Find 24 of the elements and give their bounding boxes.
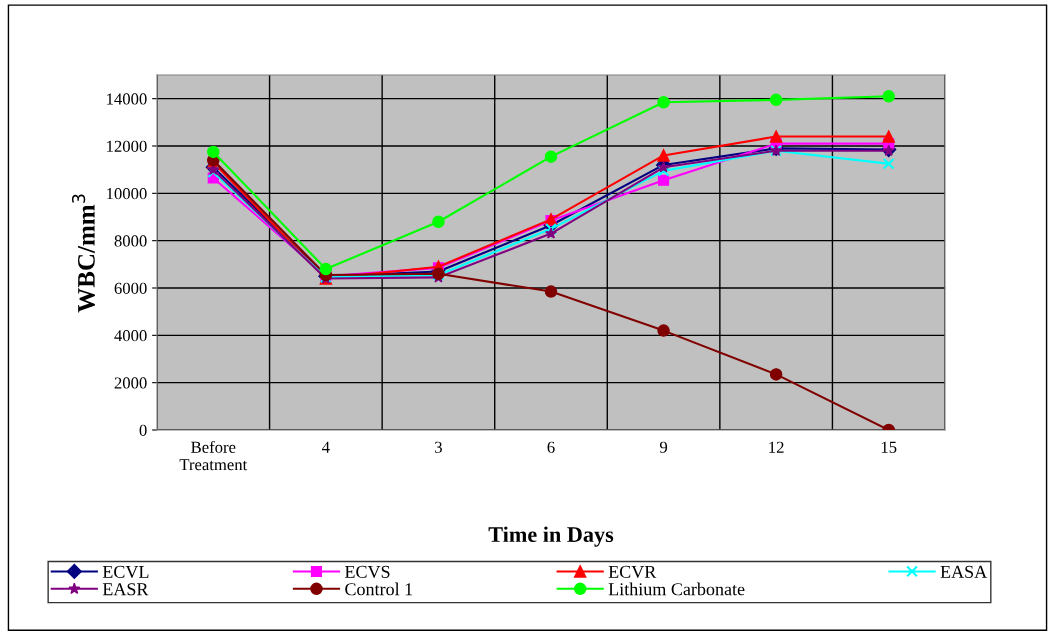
y-tick-label: 4000 [114, 330, 147, 342]
x-tick-label: 9 [659, 441, 668, 453]
x-tick-label: 4 [322, 441, 330, 453]
legend-label: ECVS [344, 565, 390, 579]
x-tick-label: Before Treatment [179, 440, 248, 471]
legend-label: ECVR [608, 565, 657, 579]
y-axis-title: WBC/mm$^{3}$ [71, 194, 95, 313]
legend-label: Lithium Carbonate [608, 582, 745, 596]
y-tick-label: 0 [139, 424, 147, 436]
y-tick-label: 8000 [114, 235, 147, 247]
x-tick-label: 3 [435, 441, 442, 453]
y-tick-label: 12000 [107, 140, 147, 152]
x-tick-label: 15 [881, 441, 897, 453]
legend-label: Control 1 [345, 582, 413, 596]
y-tick-label: 6000 [114, 282, 147, 294]
legend-label: EASA [940, 565, 988, 578]
y-tick-label: 10000 [107, 188, 147, 200]
y-tick-label: 2000 [114, 377, 147, 389]
x-tick-label: 6 [547, 441, 555, 453]
y-tick-label: 14000 [107, 93, 147, 105]
x-axis-title: Time in Days [488, 526, 614, 547]
legend-label: EASR [102, 583, 149, 596]
x-tick-label: 12 [769, 441, 784, 453]
legend-label: ECVL [102, 565, 149, 579]
